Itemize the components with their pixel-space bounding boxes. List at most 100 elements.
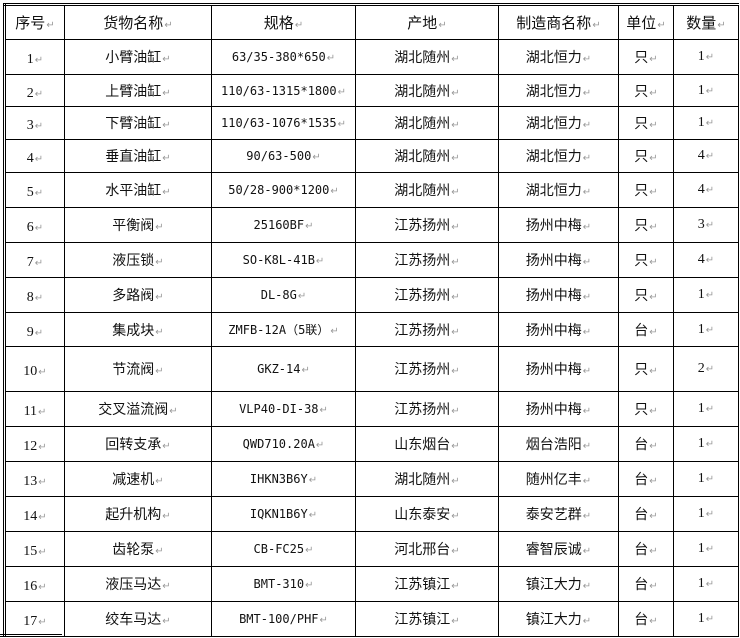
cell-origin: 湖北随州 [355, 106, 499, 140]
goods-name-text: 垂直油缸 [105, 149, 170, 165]
cell-goods-name: 齿轮泵 [64, 531, 212, 567]
unit-text: 只 [634, 402, 657, 418]
cell-index: 12 [4, 426, 65, 462]
header-origin: 产地 [355, 4, 499, 40]
manufacturer-text: 湖北恒力 [526, 116, 591, 132]
cell-unit: 只 [618, 39, 674, 75]
cell-goods-name: 小臂油缸 [64, 39, 212, 75]
manufacturer-text: 扬州中梅 [526, 218, 591, 234]
cell-origin: 湖北随州 [355, 74, 499, 107]
index-text: 15 [23, 544, 46, 559]
cell-unit: 只 [618, 346, 674, 392]
cell-quantity: 1 [673, 39, 739, 75]
spec-text: DL-8G [261, 288, 307, 302]
table-row: 8 多路阀 DL-8G 江苏扬州 扬州中梅 只 1 [4, 277, 739, 313]
cell-manufacturer: 烟台浩阳 [498, 426, 619, 462]
table-row: 4 垂直油缸 90/63-500 湖北随州 湖北恒力 只 4 [4, 139, 739, 173]
cell-goods-name: 回转支承 [64, 426, 212, 462]
unit-text: 台 [634, 437, 657, 453]
cell-unit: 台 [618, 426, 674, 462]
cell-goods-name: 节流阀 [64, 346, 212, 392]
spec-text: BMT-100/PHF [239, 612, 328, 626]
cell-goods-name: 水平油缸 [64, 172, 212, 208]
cell-origin: 江苏扬州 [355, 312, 499, 347]
index-text: 12 [23, 439, 46, 454]
goods-name-text: 上臂油缸 [105, 84, 170, 100]
unit-text: 台 [634, 542, 657, 558]
unit-text: 只 [634, 149, 657, 165]
cell-index: 13 [4, 461, 65, 497]
manufacturer-text: 湖北恒力 [526, 84, 591, 100]
manufacturer-text: 扬州中梅 [526, 362, 591, 378]
spec-text: IQKN1B6Y [250, 507, 317, 521]
cell-index: 9 [4, 312, 65, 347]
cell-origin: 山东烟台 [355, 426, 499, 462]
cell-goods-name: 起升机构 [64, 496, 212, 532]
cell-goods-name: 绞车马达 [64, 601, 212, 637]
quantity-text: 1 [698, 287, 714, 302]
quantity-text: 4 [698, 252, 714, 267]
cell-manufacturer: 湖北恒力 [498, 74, 619, 107]
spec-text: 25160BF [254, 218, 314, 232]
manufacturer-text: 扬州中梅 [526, 253, 591, 269]
spec-text: BMT-310 [254, 577, 314, 591]
cell-goods-name: 多路阀 [64, 277, 212, 313]
spec-text: ZMFB-12A（5联） [228, 323, 338, 337]
cell-unit: 只 [618, 277, 674, 313]
header-spec: 规格 [211, 4, 356, 40]
cell-goods-name: 集成块 [64, 312, 212, 347]
cell-goods-name: 上臂油缸 [64, 74, 212, 107]
table-row: 16 液压马达 BMT-310 江苏镇江 镇江大力 台 1 [4, 566, 739, 602]
origin-text: 江苏扬州 [394, 218, 459, 234]
header-quantity: 数量 [673, 4, 739, 40]
cell-manufacturer: 湖北恒力 [498, 106, 619, 140]
spec-text: VLP40-DI-38 [239, 402, 328, 416]
cell-spec: CB-FC25 [211, 531, 356, 567]
cell-quantity: 1 [673, 566, 739, 602]
unit-text: 只 [634, 288, 657, 304]
manufacturer-text: 烟台浩阳 [526, 437, 591, 453]
quantity-text: 1 [698, 576, 714, 591]
unit-text: 只 [634, 218, 657, 234]
cell-index: 2 [4, 74, 65, 107]
spec-text: CB-FC25 [254, 542, 314, 556]
cell-index: 5 [4, 172, 65, 208]
index-text: 14 [23, 509, 46, 524]
header-index: 序号 [4, 4, 65, 40]
cell-quantity: 1 [673, 531, 739, 567]
header-manufacturer: 制造商名称 [498, 4, 619, 40]
cell-manufacturer: 扬州中梅 [498, 346, 619, 392]
cell-spec: 25160BF [211, 207, 356, 243]
cell-origin: 江苏扬州 [355, 391, 499, 427]
index-text: 11 [24, 404, 47, 419]
cell-manufacturer: 泰安艺群 [498, 496, 619, 532]
origin-text: 江苏镇江 [394, 612, 459, 628]
table-row: 6 平衡阀 25160BF 江苏扬州 扬州中梅 只 3 [4, 207, 739, 243]
spec-text: GKZ-14 [257, 362, 310, 376]
cell-unit: 只 [618, 172, 674, 208]
cell-unit: 只 [618, 207, 674, 243]
origin-text: 湖北随州 [394, 84, 459, 100]
table-header-row: 序号 货物名称 规格 产地 制造商名称 单位 数量 [4, 4, 739, 40]
cell-manufacturer: 湖北恒力 [498, 39, 619, 75]
goods-name-text: 液压锁 [112, 253, 163, 269]
cell-index: 3 [4, 106, 65, 140]
manufacturer-text: 镇江大力 [526, 612, 591, 628]
index-text: 7 [27, 255, 43, 270]
header-label: 数量 [686, 14, 725, 32]
cell-index: 17 [4, 601, 65, 637]
cell-origin: 江苏镇江 [355, 566, 499, 602]
header-label: 产地 [407, 14, 446, 32]
unit-text: 只 [634, 362, 657, 378]
goods-name-text: 小臂油缸 [105, 50, 170, 66]
cell-index: 8 [4, 277, 65, 313]
cell-manufacturer: 湖北恒力 [498, 139, 619, 173]
cell-origin: 河北邢台 [355, 531, 499, 567]
cell-quantity: 1 [673, 496, 739, 532]
cell-unit: 台 [618, 496, 674, 532]
unit-text: 台 [634, 472, 657, 488]
cell-spec: ZMFB-12A（5联） [211, 312, 356, 347]
quantity-text: 4 [698, 148, 714, 163]
origin-text: 江苏扬州 [394, 362, 459, 378]
cell-quantity: 3 [673, 207, 739, 243]
